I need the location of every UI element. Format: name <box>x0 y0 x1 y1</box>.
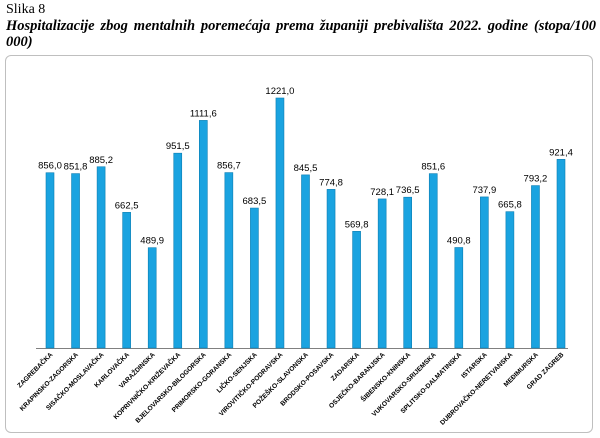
bar <box>428 173 438 349</box>
value-label: 1221,0 <box>265 86 294 97</box>
value-label: 885,2 <box>89 155 113 166</box>
bar <box>531 185 540 349</box>
value-label: 856,7 <box>217 161 241 172</box>
bar <box>224 172 234 349</box>
bar <box>326 189 336 349</box>
bar <box>480 196 489 349</box>
value-label: 793,2 <box>524 174 548 185</box>
category-label: ŠIBENSKO-KNINSKA <box>359 350 413 404</box>
value-label: 1111,6 <box>190 108 217 119</box>
value-label: 845,5 <box>294 163 318 174</box>
value-label: 851,8 <box>64 162 88 173</box>
value-label: 737,9 <box>472 185 496 196</box>
bar <box>377 198 387 349</box>
value-label: 683,5 <box>243 196 267 207</box>
bar <box>505 211 515 349</box>
value-label: 736,5 <box>396 185 420 196</box>
bar <box>71 173 80 349</box>
value-label: 569,8 <box>345 219 369 230</box>
value-label: 851,6 <box>421 162 445 173</box>
value-label: 662,5 <box>115 200 139 211</box>
value-label: 728,1 <box>370 187 394 198</box>
bar <box>352 231 361 349</box>
bar <box>173 152 183 349</box>
bar <box>96 166 106 349</box>
bar <box>250 207 259 349</box>
bar <box>147 247 157 349</box>
bar <box>199 120 208 349</box>
value-label: 856,0 <box>38 161 62 172</box>
value-label: 489,9 <box>140 236 164 247</box>
figure-title: Hospitalizacije zbog mentalnih poremećaj… <box>6 18 596 50</box>
bar <box>301 174 310 349</box>
bar <box>122 212 131 349</box>
figure-label: Slika 8 <box>6 2 46 17</box>
value-label: 951,5 <box>166 141 190 152</box>
bar <box>275 97 285 349</box>
chart-frame <box>5 55 593 433</box>
bar <box>556 159 566 349</box>
value-label: 921,4 <box>549 147 573 158</box>
value-label: 665,8 <box>498 200 522 211</box>
value-label: 774,8 <box>319 177 343 188</box>
bar <box>454 247 464 349</box>
category-label: BRODSKO-POSAVSKA <box>279 351 335 407</box>
bar <box>403 196 413 349</box>
bar <box>45 172 55 349</box>
value-label: 490,8 <box>447 236 471 247</box>
